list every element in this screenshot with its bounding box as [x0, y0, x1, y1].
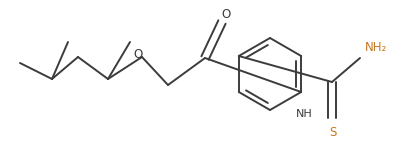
Text: S: S — [328, 126, 336, 138]
Text: NH: NH — [295, 109, 312, 119]
Text: O: O — [133, 47, 142, 61]
Text: O: O — [221, 7, 230, 20]
Text: NH₂: NH₂ — [364, 41, 386, 54]
